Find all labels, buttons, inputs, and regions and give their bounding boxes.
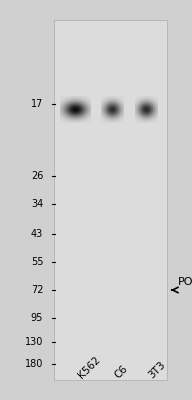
Text: 43: 43 <box>31 229 43 239</box>
Bar <box>54 20 167 380</box>
Text: 17: 17 <box>31 99 43 109</box>
Text: 95: 95 <box>31 313 43 323</box>
Text: K562: K562 <box>77 354 103 380</box>
Text: 55: 55 <box>31 257 43 267</box>
Text: 180: 180 <box>25 359 43 369</box>
Text: POT1: POT1 <box>178 277 192 287</box>
Text: 72: 72 <box>31 285 43 295</box>
Text: C6: C6 <box>112 363 129 380</box>
Text: 3T3: 3T3 <box>147 359 168 380</box>
Text: 26: 26 <box>31 171 43 181</box>
Text: 34: 34 <box>31 199 43 209</box>
Text: 130: 130 <box>25 337 43 347</box>
